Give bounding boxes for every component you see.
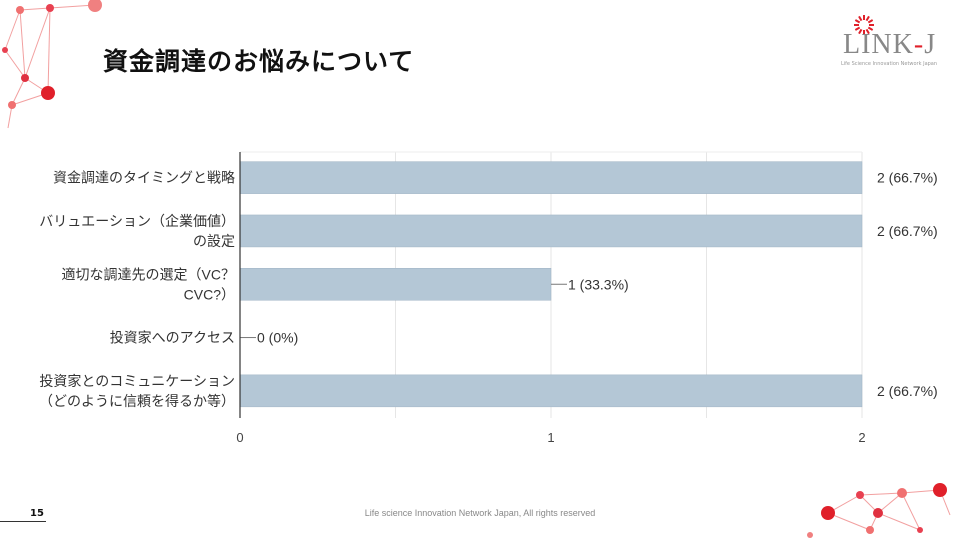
- logo-text-left: LINK: [843, 29, 914, 60]
- category-label: バリュエーション（企業価値）: [39, 213, 235, 229]
- data-label: 2 (66.7%): [877, 383, 938, 399]
- data-label: 0 (0%): [257, 330, 298, 346]
- logo-subtitle: Life Science Innovation Network Japan: [841, 61, 938, 67]
- category-label: の設定: [193, 233, 235, 249]
- x-tick-label: 0: [236, 430, 243, 445]
- category-label: CVC?）: [184, 286, 235, 302]
- sunburst-icon: [854, 15, 874, 35]
- category-label: 適切な調達先の選定（VC？: [62, 266, 235, 282]
- data-label: 2 (66.7%): [877, 170, 938, 186]
- logo-text: LINK-J: [843, 31, 936, 59]
- logo-text-right: J: [924, 29, 937, 60]
- x-tick-label: 1: [547, 430, 554, 445]
- page-number: 15: [30, 508, 44, 519]
- footer-copyright: Life science Innovation Network Japan, A…: [364, 508, 596, 518]
- network-decoration-top-left: [2, 0, 102, 129]
- page-number-underline: [0, 521, 46, 522]
- slide-title: 資金調達のお悩みについて: [103, 47, 415, 76]
- bar: [239, 268, 552, 301]
- bar-chart: 0 1 2 2 (66.7%) 資金調達のタイミングと戦略 2 (66.7%) バリュエーシ…: [39, 151, 938, 445]
- category-label: 投資家とのコミュニケーション: [39, 373, 235, 389]
- category-label: 投資家へのアクセス: [110, 330, 235, 346]
- link-j-logo: LINK-J Life Science Innovation Network J…: [835, 14, 950, 70]
- data-label: 2 (66.7%): [877, 223, 938, 239]
- bar: [239, 374, 863, 408]
- bar: [239, 161, 863, 194]
- category-label: （どのように信頼を得るか等）: [39, 393, 235, 409]
- network-decoration-bottom-right: [807, 483, 951, 538]
- logo-dash: -: [913, 29, 925, 60]
- data-label: 1 (33.3%): [568, 276, 629, 292]
- category-label: 資金調達のタイミングと戦略: [53, 170, 235, 186]
- x-tick-label: 2: [858, 430, 865, 445]
- bar: [239, 214, 863, 248]
